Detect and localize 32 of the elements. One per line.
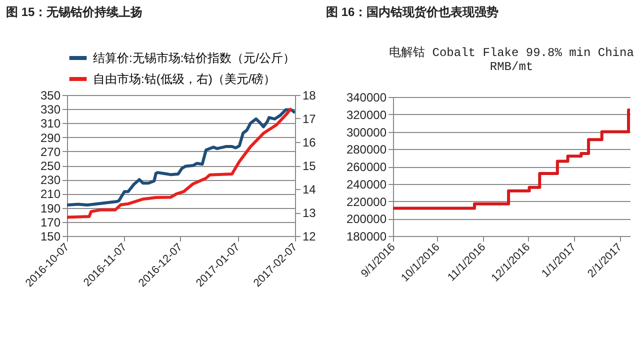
y2-tick-label: 13: [302, 206, 316, 220]
y2-tick-label: 14: [302, 182, 316, 196]
chart-subtitle: 电解钴 Cobalt Flake 99.8% min China RMB/mt: [389, 46, 634, 74]
legend-label: 自由市场:钴(低级，右)（美元/磅）: [93, 72, 276, 86]
y-tick-label: 250: [40, 159, 61, 173]
y-tick-label: 310: [40, 116, 61, 131]
y2-tick-label: 16: [302, 136, 316, 150]
y2-tick-label: 12: [302, 230, 316, 244]
y-tick-label: 320000: [346, 108, 387, 122]
legend-label: 结算价:无锡市场:钴价指数（元/公斤）: [93, 51, 296, 65]
y-tick-label: 220000: [346, 194, 387, 209]
y-tick-label: 330: [40, 102, 61, 117]
y-tick-label: 290: [40, 130, 61, 145]
y-tick-label: 170: [40, 215, 61, 230]
chart-title: 图 15：无锡钴价持续上扬: [6, 4, 306, 25]
y-tick-label: 210: [40, 187, 61, 202]
y-tick-label: 150: [40, 230, 61, 244]
y-tick-label: 230: [40, 173, 61, 188]
y-tick-label: 190: [40, 201, 61, 216]
y2-tick-label: 18: [302, 88, 316, 102]
y-tick-label: 200000: [346, 212, 387, 226]
y2-tick-label: 15: [302, 159, 316, 173]
y-tick-label: 340000: [346, 90, 387, 104]
chart-title: 图 16：国内钴现货价也表现强势: [326, 4, 626, 25]
y-tick-label: 300000: [346, 125, 387, 140]
y-tick-label: 350: [40, 88, 61, 102]
y-tick-label: 270: [40, 144, 61, 159]
y-tick-label: 180000: [346, 230, 387, 244]
y-tick-label: 260000: [346, 160, 387, 174]
y-tick-label: 240000: [346, 177, 387, 192]
y2-tick-label: 17: [302, 112, 316, 126]
y-tick-label: 280000: [346, 142, 387, 157]
